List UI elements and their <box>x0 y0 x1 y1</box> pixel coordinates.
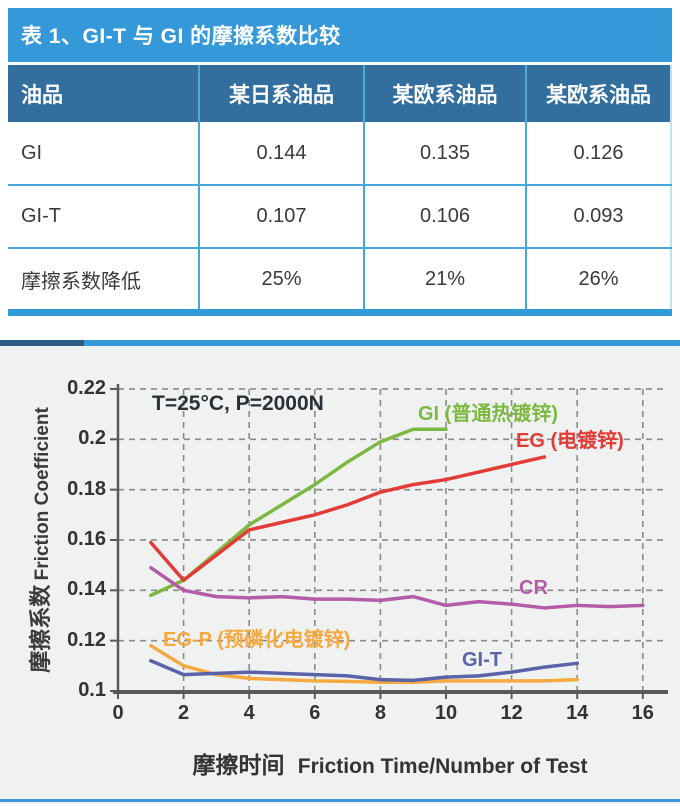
x-tick-label: 8 <box>374 702 386 724</box>
x-tick-label: 16 <box>631 702 654 724</box>
row-label: 摩擦系数降低 <box>8 249 200 309</box>
cell-value: 0.126 <box>527 122 672 184</box>
friction-chart: 摩擦系数 Friction Coefficient 摩擦时间 Friction … <box>0 340 680 804</box>
series-label-CR: CR <box>519 577 548 599</box>
row-label: GI-T <box>8 186 200 247</box>
cell-value: 0.144 <box>200 122 365 184</box>
cell-value: 0.107 <box>200 186 365 247</box>
y-tick-label: 0.12 <box>67 628 106 651</box>
chart-plot-area <box>110 384 668 699</box>
series-label-GI: GI (普通热镀锌) <box>418 403 558 425</box>
friction-table: 表 1、GI-T 与 GI 的摩擦系数比较 油品 某日系油品 某欧系油品 某欧系… <box>8 8 672 316</box>
col-header-eu-oil-1: 某欧系油品 <box>365 65 527 122</box>
table-row: GI 0.144 0.135 0.126 <box>8 122 672 186</box>
table-header-row: 油品 某日系油品 某欧系油品 某欧系油品 <box>8 65 672 122</box>
y-tick-label: 0.14 <box>67 578 106 601</box>
x-axis-title-en: Friction Time/Number of Test <box>297 755 588 778</box>
table-row: GI-T 0.107 0.106 0.093 <box>8 186 672 249</box>
y-tick-label: 0.18 <box>67 477 106 500</box>
series-label-GI-T: GI-T <box>462 649 502 671</box>
x-axis-title-zh: 摩擦时间 <box>192 752 285 778</box>
condition-annotation: T=25°C, P=2000N <box>152 392 324 415</box>
series-line-CR <box>149 565 645 610</box>
x-tick-label: 6 <box>309 702 321 724</box>
x-axis-title: 摩擦时间 Friction Time/Number of Test <box>100 746 680 780</box>
x-tick-label: 4 <box>243 702 255 724</box>
cell-value: 0.093 <box>527 186 672 247</box>
x-tick-label: 12 <box>500 702 523 724</box>
col-header-jp-oil: 某日系油品 <box>200 65 365 122</box>
x-tick-label: 2 <box>178 702 190 724</box>
cell-value: 26% <box>527 249 672 309</box>
series-line-GI-T <box>149 659 579 683</box>
table-row: 摩擦系数降低 25% 21% 26% <box>8 249 672 309</box>
y-tick-label: 0.16 <box>67 527 106 550</box>
cell-value: 0.106 <box>365 186 527 247</box>
chart-top-border <box>0 340 680 346</box>
y-tick-label: 0.2 <box>78 427 106 450</box>
chart-bottom-border <box>0 799 680 802</box>
row-label: GI <box>8 122 200 184</box>
series-line-EG <box>149 455 547 583</box>
col-header-oil: 油品 <box>8 65 200 122</box>
y-tick-label: 0.1 <box>78 679 106 701</box>
chart-top-border-accent <box>0 340 84 346</box>
series-line-EG-P <box>149 643 579 684</box>
cell-value: 25% <box>200 249 365 309</box>
x-tick-label: 0 <box>112 702 124 724</box>
y-tick-label: 0.22 <box>67 376 106 399</box>
table-title: 表 1、GI-T 与 GI 的摩擦系数比较 <box>8 8 672 62</box>
table-bottom-border <box>8 309 672 316</box>
cell-value: 0.135 <box>365 122 527 184</box>
col-header-eu-oil-2: 某欧系油品 <box>527 65 672 122</box>
x-tick-label: 10 <box>434 702 458 724</box>
series-label-EG-P: EG-P (预磷化电镀锌) <box>163 629 351 651</box>
series-label-EG: EG (电镀锌) <box>516 430 624 452</box>
cell-value: 21% <box>365 249 527 309</box>
x-tick-label: 14 <box>566 702 589 724</box>
